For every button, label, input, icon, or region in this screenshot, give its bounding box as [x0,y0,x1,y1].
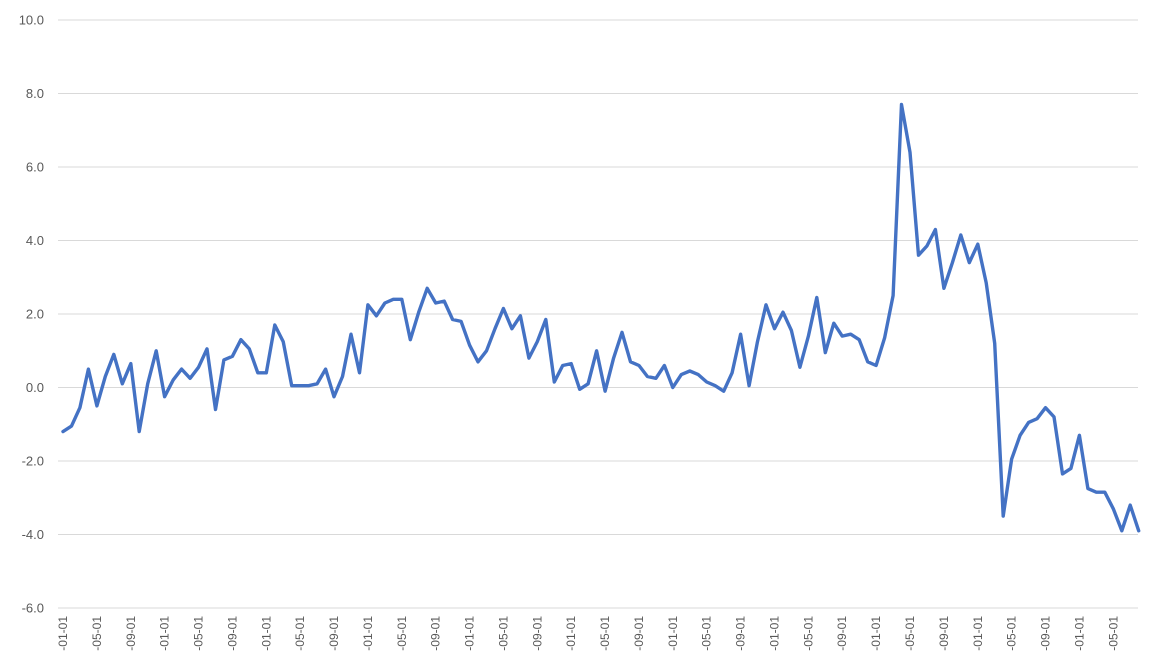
x-tick-label: -01-01 [56,616,70,651]
y-axis-tick-labels: 10.0 8.0 6.0 4.0 2.0 0.0 -2.0 -4.0 -6.0 [19,13,44,616]
y-tick-label: 10.0 [19,13,44,28]
x-tick-label: -01-01 [259,616,273,651]
x-tick-label: -09-01 [530,616,544,651]
x-tick-label: -05-01 [903,616,917,651]
x-tick-label: -01-01 [158,616,172,651]
x-tick-label: -01-01 [1072,616,1086,651]
y-tick-label: 4.0 [26,233,44,248]
y-tick-label: 0.0 [26,380,44,395]
x-tick-label: -01-01 [767,616,781,651]
x-tick-label: -01-01 [463,616,477,651]
y-tick-label: -2.0 [22,454,44,469]
x-tick-label: -05-01 [90,616,104,651]
x-tick-label: -01-01 [869,616,883,651]
gridlines [58,19,1138,609]
x-tick-label: -05-01 [496,616,510,651]
x-tick-label: -01-01 [666,616,680,651]
y-tick-label: 2.0 [26,307,44,322]
x-tick-label: -09-01 [835,616,849,651]
x-tick-label: -09-01 [937,616,951,651]
x-tick-label: -01-01 [361,616,375,651]
y-tick-label: -4.0 [22,527,44,542]
x-tick-label: -09-01 [734,616,748,651]
x-tick-label: -09-01 [1039,616,1053,651]
x-tick-label: -09-01 [632,616,646,651]
series-layer [61,102,1141,533]
x-axis-tick-labels: -01-01 -05-01 -09-01 -01-01 -05-01 -09-01 -01-… [56,616,1120,651]
x-tick-label: -01-01 [971,616,985,651]
x-tick-label: -05-01 [395,616,409,651]
x-tick-label: -05-01 [801,616,815,651]
x-tick-label: -05-01 [598,616,612,651]
y-tick-label: -6.0 [22,601,44,616]
x-tick-label: -05-01 [700,616,714,651]
y-tick-label: 6.0 [26,160,44,175]
series-line-0 [61,102,1141,533]
y-tick-label: 8.0 [26,86,44,101]
x-tick-label: -09-01 [124,616,138,651]
x-tick-label: -09-01 [327,616,341,651]
x-tick-label: -05-01 [1106,616,1120,651]
x-tick-label: -01-01 [564,616,578,651]
x-tick-label: -05-01 [192,616,206,651]
x-tick-label: -05-01 [1005,616,1019,651]
x-tick-label: -09-01 [429,616,443,651]
x-tick-label: -05-01 [293,616,307,651]
x-tick-label: -09-01 [225,616,239,651]
